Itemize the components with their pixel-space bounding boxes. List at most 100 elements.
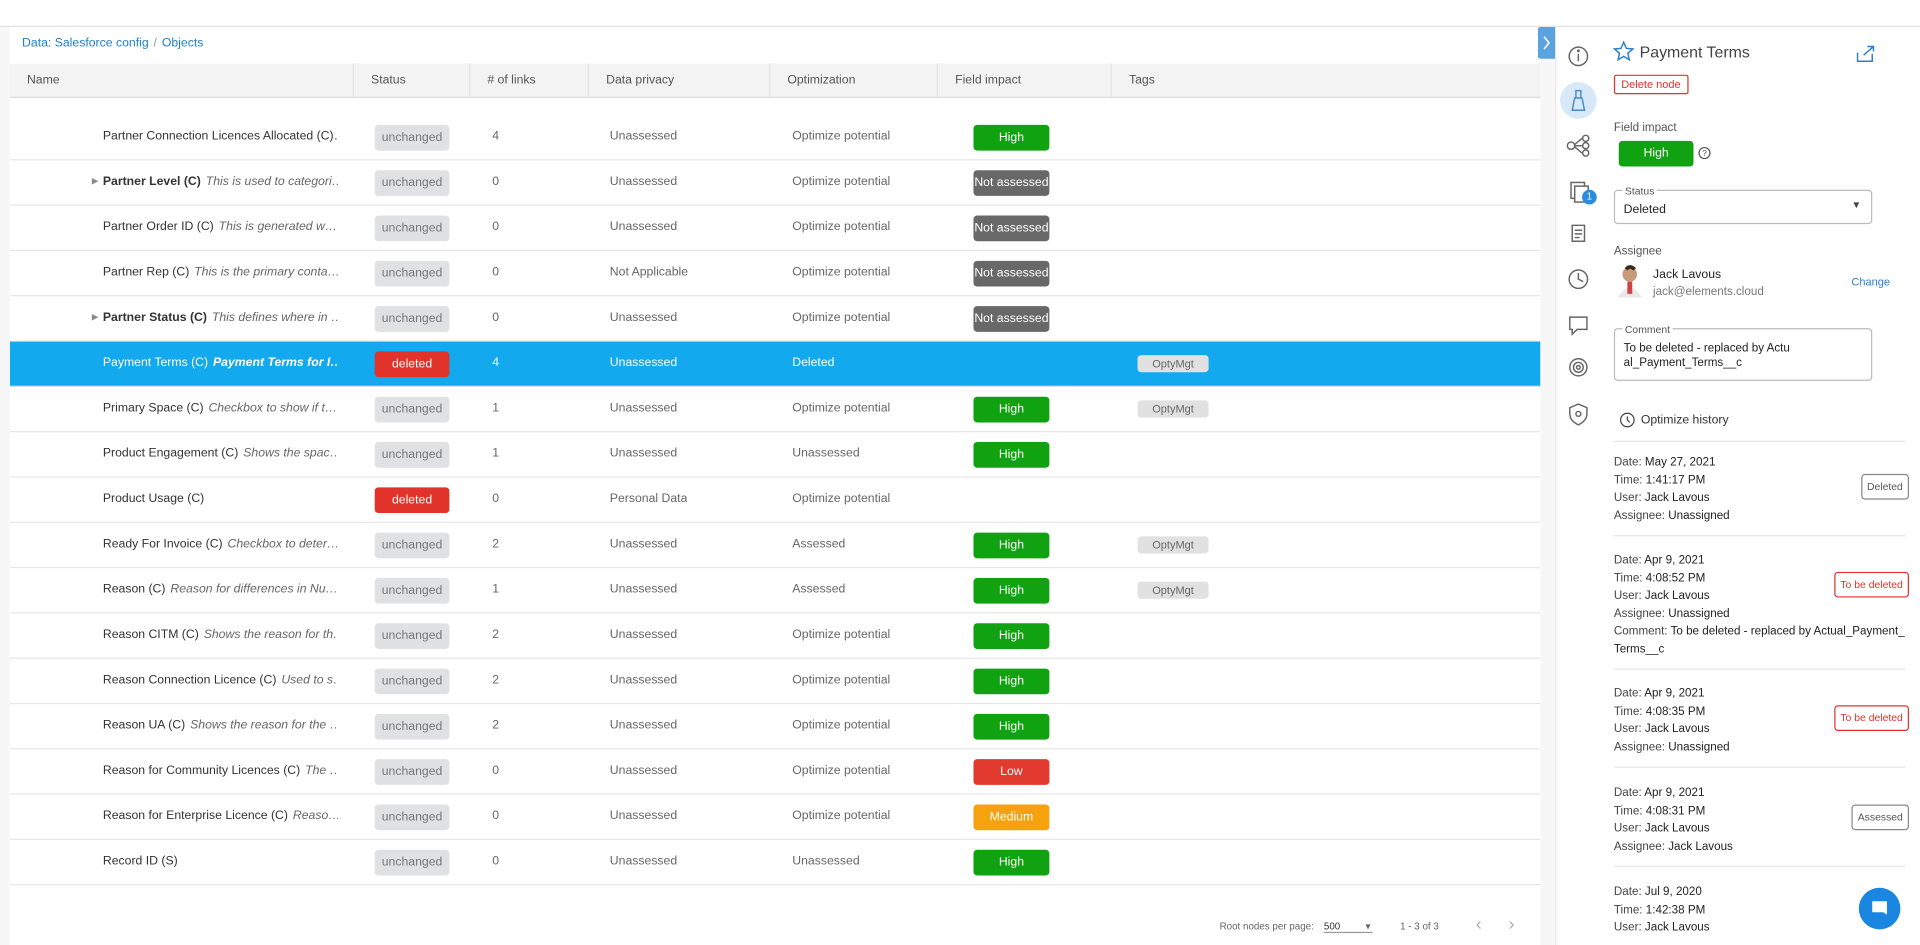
open-external[interactable] [1855,44,1877,64]
field-name: Record ID (S) [102,854,178,869]
chat-button[interactable] [1858,887,1901,930]
status-select[interactable]: Status Deleted ▼ [1613,184,1873,225]
optimization: Deleted [792,356,835,370]
table-row[interactable]: Payment Terms (C) Payment Terms for I… del… [9,341,1541,387]
field-name: Product Usage (C) [102,492,205,506]
impact-pill: High [973,849,1050,876]
field-name: Ready For Invoice (C) [102,537,223,552]
name-cell: Reason (C) Reason for differences in Nu… [103,568,338,612]
history-badge: To be deleted [1834,705,1909,731]
table-row[interactable]: Reason for Enterprise Licence (C) Reaso… u… [9,795,1541,841]
history-label: User: [1613,920,1642,935]
impact-pill: Not assessed [973,170,1050,196]
per-page-select[interactable]: 500 [1323,920,1373,934]
history-title: Optimize history [1640,413,1729,428]
links-count: 0 [492,175,500,189]
table-row[interactable]: ▶ Partner Level (C) This is used to catego… [9,160,1541,206]
table-row[interactable]: Reason for Community Licences (C) The … un… [9,749,1541,795]
optimization: Unassessed [792,854,860,869]
links-count: 1 [492,401,500,416]
field-description: Payment Terms for I… [213,356,338,370]
links-count: 1 [492,446,500,461]
tag-chip[interactable]: OptyMgt [1137,355,1209,373]
table-row[interactable]: Ready For Invoice (C) Checkbox to deter… u… [9,523,1541,569]
field-impact-value[interactable]: High [1618,140,1694,167]
history-line: Assignee: Jack Lavous [1614,838,1905,856]
crumb[interactable]: Objects [161,36,204,51]
history-label: Time: [1613,803,1643,818]
field-name: Reason Connection Licence (C) [102,673,277,687]
history-line: Time: 4:08:35 PM [1614,703,1905,721]
status-pill: unchanged [374,306,450,332]
comment-field[interactable]: Comment To be deleted - replaced by Actu… [1613,323,1873,381]
history-badge: Assessed [1851,804,1909,830]
table-row[interactable]: Primary Space (C) Checkbox to show if t… u… [9,387,1541,433]
optimization: Optimize potential [792,129,891,144]
column-header: # of links [468,63,588,97]
tag-chip[interactable]: OptyMgt [1137,536,1209,554]
table-row[interactable]: Partner Order ID (C) This is generated w…… [9,206,1541,252]
data-privacy: Unassessed [609,401,678,416]
history-label: Date: [1613,686,1642,701]
name-cell: Partner Rep (C) This is the primary conta… [103,251,338,295]
status-pill: deleted [374,351,450,378]
optimization: Unassessed [792,446,860,461]
status-pill: unchanged [374,124,450,151]
field-name: Reason UA (C) [102,718,186,733]
table-row[interactable]: Partner Rep (C) This is the primary conta… [9,251,1541,297]
prev-page[interactable]: ‹ [1475,913,1482,934]
table-row[interactable]: ▶ Partner Status (C) This defines where in… [9,296,1541,342]
history-icon [1620,412,1635,428]
comment-label: Comment [1622,323,1673,336]
optimization: Assessed [792,537,846,552]
table-row[interactable]: Reason UA (C) Shows the reason for the … u… [9,704,1541,750]
collapse-toggle[interactable] [1537,26,1556,59]
tag-chip[interactable]: OptyMgt [1137,400,1209,418]
history-date: Jul 9, 2020 [1644,885,1702,899]
next-page[interactable]: › [1508,913,1515,934]
history-time: 1:42:38 PM [1645,903,1706,917]
name-cell: Partner Order ID (C) This is generated w… [103,206,338,250]
table-row[interactable]: Reason Connection Licence (C) Used to s… u… [9,659,1541,705]
table-row[interactable]: Record ID (S) unchanged 0 Unassessed Unasses… [9,840,1541,886]
history-label: Time: [1613,903,1643,917]
column-header: Status [352,63,469,97]
field-description: Shows the reason for the … [190,718,338,733]
table-row[interactable]: Partner Connection Licences Allocated (C… [9,115,1541,161]
field-description: Used to s… [281,673,338,687]
table-row[interactable]: Product Usage (C) deleted 0 Personal Data Op… [9,478,1541,523]
name-cell: Payment Terms (C) Payment Terms for I… [103,342,338,386]
column-header: Name [26,73,60,87]
icon-rail: 1 [1555,26,1602,945]
per-page-value: 500 [1323,920,1341,932]
table-row[interactable]: Product Engagement (C) Shows the spac… unc… [9,432,1541,478]
expand-caret[interactable]: ▶ [91,313,99,323]
history-line: Time: 4:08:31 PM [1614,803,1905,821]
avatar [1617,265,1643,298]
table-row[interactable]: Reason CITM (C) Shows the reason for th… u… [9,613,1541,659]
name-cell: Reason CITM (C) Shows the reason for th… [103,613,338,657]
table-row[interactable]: Reason (C) Reason for differences in Nu… u… [9,568,1541,614]
history-line: User: Jack Lavous [1614,920,1905,938]
history-label: Time: [1613,473,1643,487]
field-name: Partner Status (C) [102,311,207,325]
status-pill: unchanged [374,396,450,423]
delete-node-button[interactable]: Delete node [1613,74,1689,95]
crumb[interactable]: Data: Salesforce config [22,36,149,51]
history-line: Date: Jul 9, 2020 [1614,884,1905,902]
help-icon[interactable]: ? [1697,146,1712,161]
field-name: Reason (C) [102,582,166,597]
field-description: This defines where in … [211,311,338,325]
favorite-star[interactable] [1612,40,1635,62]
impact-pill: Low [973,759,1050,785]
links-count: 0 [492,265,500,280]
links-count: 2 [492,718,500,733]
tag-chip[interactable]: OptyMgt [1137,581,1209,599]
impact-pill: High [973,713,1050,740]
field-name: Partner Order ID (C) [102,220,214,234]
data-privacy: Unassessed [609,175,678,189]
change-assignee[interactable]: Change [1851,275,1891,288]
links-count: 2 [492,673,500,687]
expand-caret[interactable]: ▶ [91,177,99,187]
impact-pill: High [973,577,1050,604]
